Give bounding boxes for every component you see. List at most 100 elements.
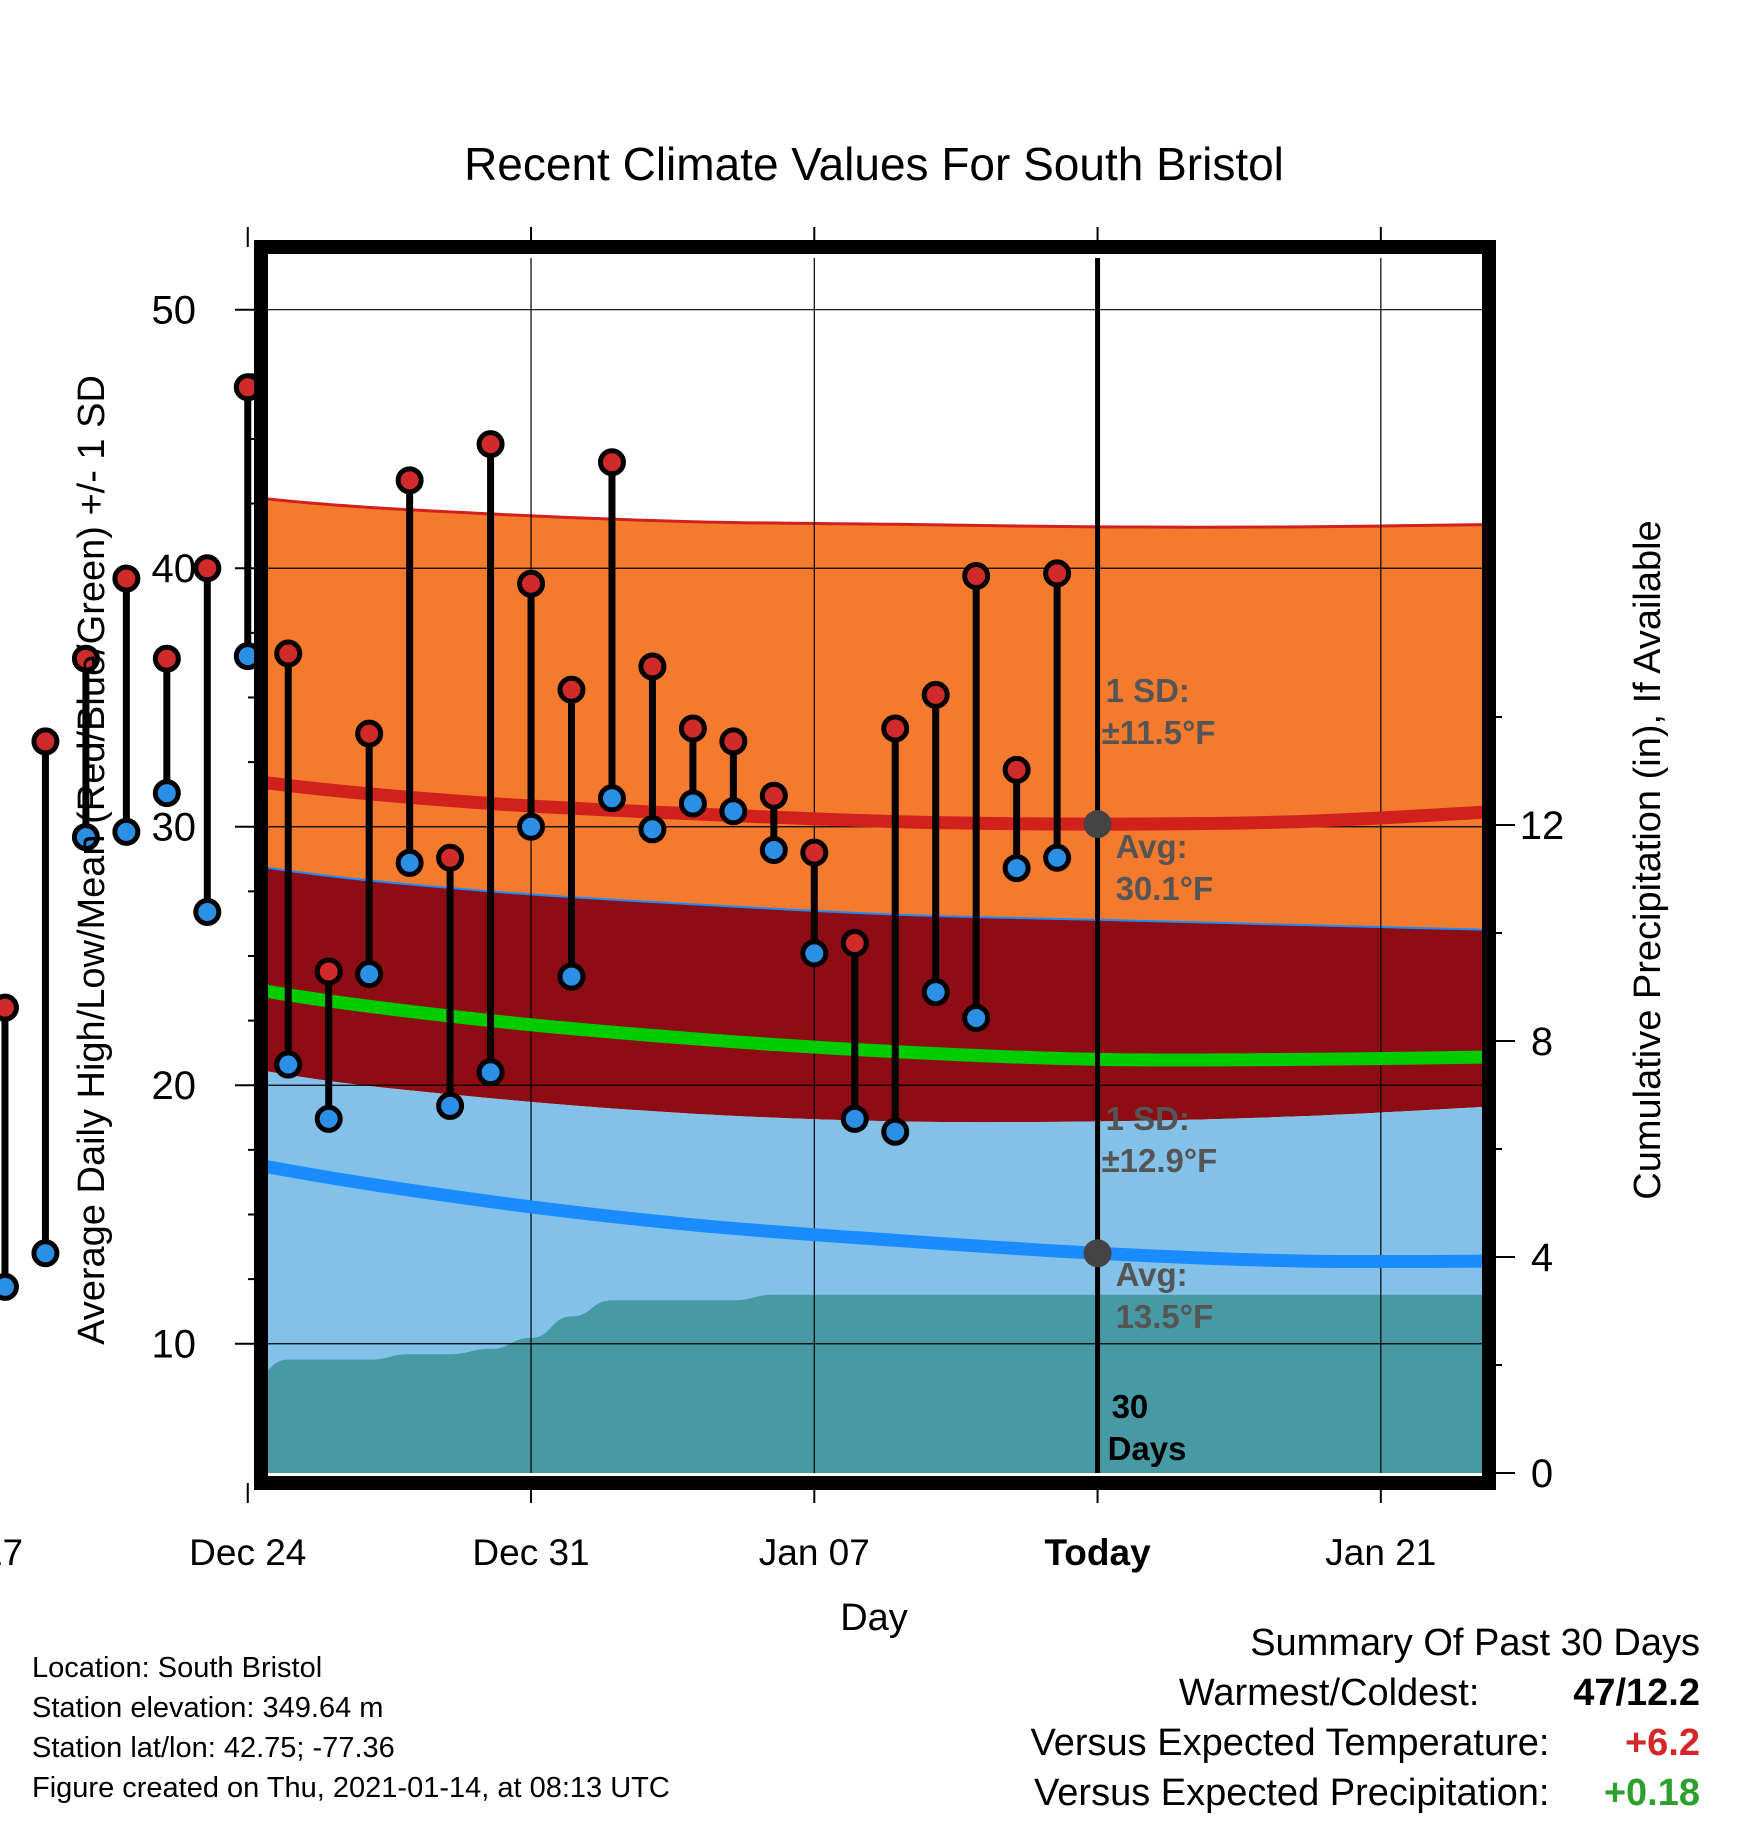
low-avg-line: [268, 1160, 1482, 1269]
daily-high-point: [152, 644, 181, 673]
high-avg-marker: [1083, 810, 1112, 839]
daily-low-point: [1043, 843, 1072, 872]
y-axis-label: Average Daily High/Low/Mean (Red/Blue/Gr…: [71, 375, 113, 1345]
high-sd-value: ±11.5°F: [1102, 714, 1216, 751]
daily-low-point: [840, 1104, 869, 1133]
daily-low-point: [719, 797, 748, 826]
y2-tick-label: 0: [1531, 1452, 1553, 1496]
low-avg-label: Avg:: [1116, 1256, 1188, 1293]
daily-high-point: [759, 781, 788, 810]
x-tick-label: Dec 31: [472, 1532, 589, 1573]
low-sd-value: ±12.9°F: [1102, 1142, 1218, 1179]
daily-low-point: [962, 1004, 991, 1033]
daily-low-point: [759, 835, 788, 864]
y2-tick-label: 8: [1531, 1020, 1553, 1064]
daily-low-point: [71, 823, 100, 852]
daily-low-point: [678, 789, 707, 818]
daily-high-point: [436, 843, 465, 872]
daily-high-point: [476, 430, 505, 459]
x-tick-label: Today: [1044, 1532, 1151, 1573]
x-tick-label: Jan 21: [1325, 1532, 1436, 1573]
high-plus-sd-line: [268, 497, 1482, 529]
daily-high-point: [1043, 559, 1072, 588]
y-tick-label: 40: [152, 547, 197, 591]
x-axis-label: Day: [840, 1597, 908, 1639]
window-days-number: 30: [1112, 1388, 1149, 1425]
daily-high-point: [719, 727, 748, 756]
daily-low-point: [193, 898, 222, 927]
footer-latlon: Station lat/lon: 42.75; -77.36: [32, 1732, 395, 1764]
summary-temp-row: Versus Expected Temperature: +6.2: [1031, 1722, 1700, 1765]
daily-high-point: [597, 448, 626, 477]
summary-precip-label: Versus Expected Precipitation:: [1034, 1772, 1550, 1814]
high-sd-label: 1 SD:: [1106, 672, 1190, 709]
x-tick-label: Dec 24: [189, 1532, 306, 1573]
daily-high-point: [800, 838, 829, 867]
daily-high-point: [71, 644, 100, 673]
daily-high-point: [274, 639, 303, 668]
daily-low-point: [152, 779, 181, 808]
daily-high-point: [962, 561, 991, 590]
y-tick-label: 10: [152, 1323, 197, 1367]
daily-low-point: [517, 812, 546, 841]
daily-low-point: [355, 960, 384, 989]
daily-high-point: [638, 652, 667, 681]
daily-high-point: [395, 466, 424, 495]
plot-frame: [254, 240, 1496, 1490]
daily-low-point: [921, 978, 950, 1007]
high-avg-label: Avg:: [1116, 828, 1188, 865]
daily-high-point: [193, 554, 222, 583]
summary-precip-value: +0.18: [1603, 1772, 1700, 1814]
summary-temp-label: Versus Expected Temperature:: [1030, 1722, 1550, 1764]
summary-warmest-value: 47/12.2: [1573, 1672, 1700, 1714]
mean-avg-line: [268, 984, 1482, 1067]
low-sd-label: 1 SD:: [1106, 1100, 1190, 1137]
daily-high-point: [678, 714, 707, 743]
y2-tick-label: 12: [1520, 804, 1565, 848]
daily-high-point: [881, 714, 910, 743]
y2-axis-label: Cumulative Precipitation (in), If Availa…: [1627, 520, 1669, 1199]
y-tick-label: 50: [152, 289, 197, 333]
daily-low-point: [638, 815, 667, 844]
summary-warmest-label: Warmest/Coldest:: [1178, 1672, 1480, 1714]
window-days-label: Days: [1108, 1430, 1187, 1467]
chart-title: Recent Climate Values For South Bristol: [464, 138, 1284, 190]
y-tick-label: 30: [152, 806, 197, 850]
daily-low-point: [881, 1117, 910, 1146]
high-avg-value-text: 30.1°F: [1116, 870, 1214, 907]
daily-high-point: [314, 957, 343, 986]
low-avg-value-text: 13.5°F: [1116, 1298, 1214, 1335]
footer-created: Figure created on Thu, 2021-01-14, at 08…: [32, 1772, 670, 1804]
y-tick-label: 20: [152, 1064, 197, 1108]
daily-high-point: [355, 719, 384, 748]
high-sd-band: [268, 498, 1482, 930]
x-tick-label: Dec 17: [0, 1532, 23, 1573]
daily-low-point: [1002, 854, 1031, 883]
daily-low-point: [436, 1091, 465, 1120]
daily-low-point: [314, 1104, 343, 1133]
daily-high-point: [0, 993, 19, 1022]
x-tick-label: Jan 07: [759, 1532, 870, 1573]
daily-low-point: [31, 1239, 60, 1268]
daily-high-point: [840, 929, 869, 958]
summary-title: Summary Of Past 30 Days: [1250, 1622, 1700, 1664]
daily-low-point: [274, 1050, 303, 1079]
daily-low-point: [112, 817, 141, 846]
low-avg-marker: [1083, 1239, 1112, 1268]
daily-low-point: [557, 962, 586, 991]
daily-low-point: [800, 939, 829, 968]
daily-low-point: [395, 848, 424, 877]
high-minus-sd-line: [268, 866, 1482, 931]
summary-precip-row: Versus Expected Precipitation: +0.18: [1034, 1772, 1700, 1815]
footer-location: Location: South Bristol: [32, 1652, 323, 1684]
daily-high-point: [1002, 755, 1031, 784]
daily-high-point: [31, 727, 60, 756]
daily-high-point: [921, 680, 950, 709]
daily-high-point: [517, 569, 546, 598]
precipitation-area: [268, 1294, 1482, 1473]
daily-low-point: [0, 1272, 19, 1301]
daily-low-point: [476, 1058, 505, 1087]
summary-temp-value: +6.2: [1624, 1722, 1700, 1764]
summary-warmest-row: Warmest/Coldest: 47/12.2: [1179, 1672, 1700, 1715]
